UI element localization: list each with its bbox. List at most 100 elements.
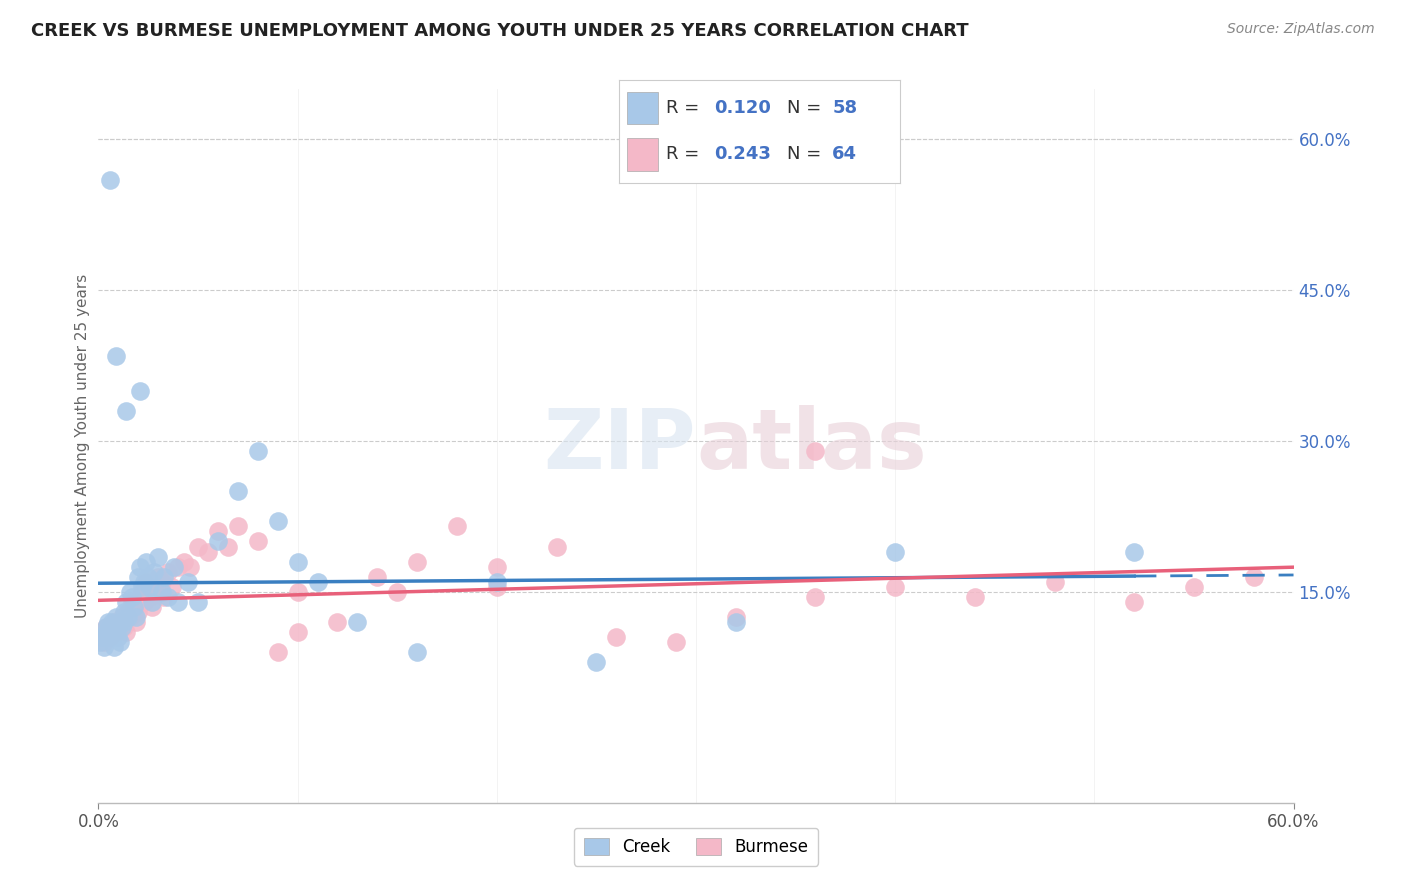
Y-axis label: Unemployment Among Youth under 25 years: Unemployment Among Youth under 25 years [75,274,90,618]
Point [267,645,290,659]
Point [150,574,173,589]
Point [117,605,139,619]
Point [167,595,190,609]
Point [197,544,219,558]
Point [124,599,146,614]
Point [963,590,986,604]
Point [134,595,156,609]
Point [167,559,190,574]
Point [141,599,163,614]
Point [143,565,166,579]
Text: Source: ZipAtlas.com: Source: ZipAtlas.com [1227,22,1375,37]
Point [307,574,329,589]
Point [153,569,176,583]
Point [96,620,118,634]
Point [1182,580,1205,594]
Point [125,615,148,629]
Point [110,635,132,649]
Text: 58: 58 [832,99,858,117]
Point [605,630,627,644]
Point [135,555,157,569]
Point [884,580,907,594]
Point [884,544,907,558]
Point [546,540,568,554]
Point [724,615,747,629]
Point [139,580,162,594]
Point [124,605,146,619]
Point [89,635,111,649]
Point [143,580,166,594]
Point [246,534,269,549]
Point [406,555,429,569]
Point [117,610,139,624]
Point [97,624,120,639]
Point [111,620,134,634]
Point [724,610,747,624]
Point [139,590,162,604]
Point [1243,569,1265,583]
Point [131,580,153,594]
Point [103,640,125,654]
Point [157,565,180,579]
Point [207,534,229,549]
Point [129,590,152,604]
Point [121,590,143,604]
Point [96,624,118,639]
Point [157,590,180,604]
Point [187,540,209,554]
Point [97,630,120,644]
Point [585,655,607,669]
Point [148,569,170,583]
Point [101,615,124,629]
Point [101,620,124,634]
Text: 64: 64 [832,145,858,163]
Point [107,620,129,634]
Text: R =: R = [666,99,706,117]
Point [804,590,827,604]
Point [804,444,827,458]
Point [173,555,195,569]
Point [91,624,114,639]
Point [406,645,429,659]
Point [129,384,152,398]
Point [127,569,149,583]
Text: atlas: atlas [696,406,927,486]
Point [217,540,239,554]
Text: ZIP: ZIP [544,406,696,486]
Point [148,549,170,564]
Point [121,595,143,609]
Point [98,172,122,186]
Point [98,620,122,634]
Point [141,595,163,609]
Point [226,484,249,499]
Point [127,605,149,619]
Point [107,620,129,634]
FancyBboxPatch shape [627,92,658,124]
Point [125,610,148,624]
Point [226,519,249,533]
Text: R =: R = [666,145,706,163]
Point [1123,595,1146,609]
Point [96,620,118,634]
Point [115,624,138,639]
Point [246,444,269,458]
Point [105,610,128,624]
Text: CREEK VS BURMESE UNEMPLOYMENT AMONG YOUTH UNDER 25 YEARS CORRELATION CHART: CREEK VS BURMESE UNEMPLOYMENT AMONG YOUT… [31,22,969,40]
Point [112,615,135,629]
Point [111,610,134,624]
Point [346,615,368,629]
Point [120,584,142,599]
Point [110,615,132,629]
Point [150,584,173,599]
Point [207,524,229,539]
Point [485,574,508,589]
Point [177,574,200,589]
Point [160,580,183,594]
Point [110,615,132,629]
Legend: Creek, Burmese: Creek, Burmese [574,828,818,866]
Point [103,620,125,634]
Text: 0.243: 0.243 [714,145,770,163]
Point [93,640,115,654]
Point [326,615,349,629]
Point [135,574,157,589]
